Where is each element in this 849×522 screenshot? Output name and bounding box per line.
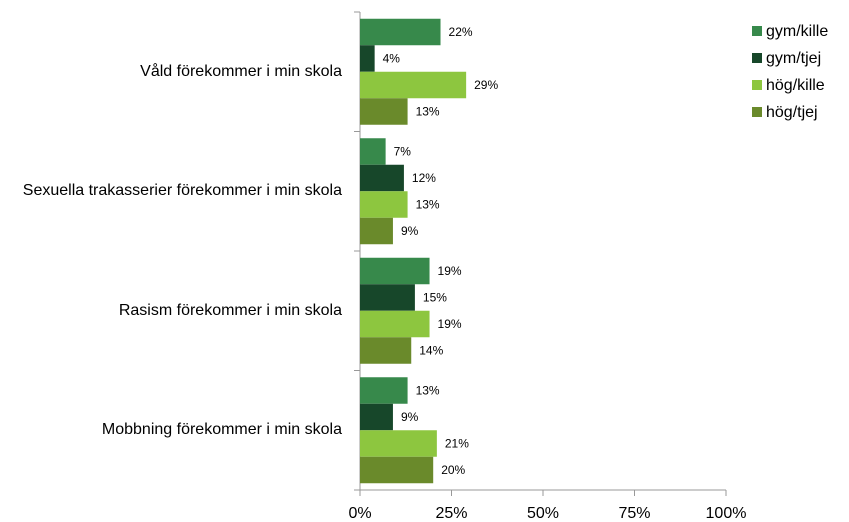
x-tick-label: 50% [527,505,559,522]
bar [360,310,430,338]
bar [360,71,467,99]
bar [360,18,441,46]
bar [360,217,393,245]
bar [360,337,412,364]
value-label: 20% [441,463,465,477]
bar [360,98,408,125]
legend-swatch [752,53,762,63]
value-label: 21% [445,437,469,451]
legend-swatch [752,107,762,117]
legend-swatch [752,80,762,90]
legend-swatch [752,26,762,36]
value-label: 4% [383,52,401,66]
bar [360,191,408,218]
bar [360,45,375,72]
category-label: Rasism förekommer i min skola [118,301,342,319]
x-tick-label: 100% [706,505,747,522]
value-label: 13% [416,198,440,212]
value-label: 22% [449,25,473,39]
value-label: 14% [419,344,443,358]
category-label: Sexuella trakasserier förekommer i min s… [22,182,342,200]
legend-label: hög/tjej [766,104,818,121]
value-label: 9% [401,410,419,424]
legend-label: gym/kille [766,23,828,40]
bar [360,138,386,165]
value-label: 15% [423,291,447,305]
value-label: 7% [394,145,412,159]
value-label: 12% [412,171,436,185]
bar [360,430,437,457]
legend-label: gym/tjej [766,50,821,67]
legend-label: hög/kille [766,77,825,94]
value-label: 19% [438,264,462,278]
x-tick-label: 25% [435,505,467,522]
value-label: 29% [474,78,498,92]
x-tick-label: 0% [348,505,371,522]
bar [360,456,434,484]
bar [360,403,393,431]
value-label: 9% [401,224,419,238]
value-label: 19% [438,317,462,331]
x-tick-label: 75% [618,505,650,522]
category-label: Mobbning förekommer i min skola [101,421,342,439]
bar [360,377,408,404]
bar [360,284,415,311]
value-label: 13% [416,384,440,398]
bar [360,164,404,192]
category-label: Våld förekommer i min skola [140,62,342,80]
bar [360,257,430,285]
value-label: 13% [416,105,440,119]
